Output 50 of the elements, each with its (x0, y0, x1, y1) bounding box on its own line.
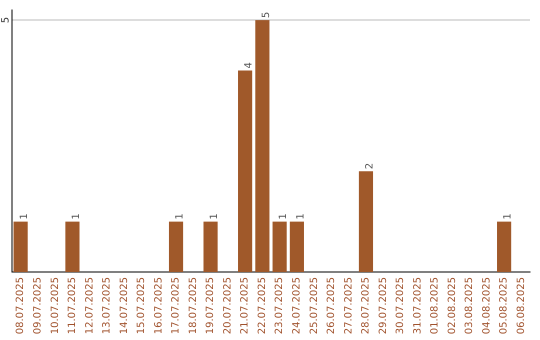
x-tick-label: 14.07.2025 (118, 277, 130, 334)
x-tick-label: 08.07.2025 (15, 277, 26, 334)
bar (290, 222, 304, 272)
x-tick-label: 30.07.2025 (395, 277, 406, 334)
bar (358, 171, 374, 272)
data-label: 1 (71, 213, 82, 220)
bar (497, 222, 512, 272)
data-label: 1 (502, 213, 514, 220)
bar (238, 70, 252, 272)
x-tick-label: 25.07.2025 (308, 277, 320, 334)
x-tick-label: 02.08.2025 (446, 277, 458, 334)
x-tick-label: 26.07.2025 (326, 277, 338, 334)
x-tick-label: 09.07.2025 (32, 277, 44, 334)
x-tick-label: 04.08.2025 (481, 277, 492, 334)
x-tick-label: 16.07.2025 (153, 277, 164, 334)
x-tick-label: 31.07.2025 (412, 277, 424, 334)
x-tick-label: 19.07.2025 (205, 277, 216, 334)
x-tick-label: 21.07.2025 (240, 277, 251, 334)
x-tick-label: 13.07.2025 (102, 277, 113, 334)
x-tick-label: 20.07.2025 (222, 277, 234, 334)
bar (272, 222, 287, 272)
x-tick-label: 28.07.2025 (360, 277, 372, 334)
x-tick-label: 12.07.2025 (84, 277, 96, 334)
x-tick-label: 01.08.2025 (430, 277, 441, 334)
x-tick-label: 06.08.2025 (516, 277, 527, 334)
x-tick-label: 05.08.2025 (498, 277, 510, 334)
data-label: 1 (209, 213, 220, 220)
data-label: 1 (295, 213, 306, 220)
bar (255, 20, 270, 272)
data-label: 4 (244, 62, 255, 68)
x-tick-label: 10.07.2025 (50, 277, 61, 334)
x-tick-label: 03.08.2025 (464, 277, 476, 334)
bar (168, 222, 184, 272)
data-label: 1 (174, 213, 186, 220)
data-label: 1 (278, 213, 290, 220)
bar (203, 222, 218, 272)
bar (14, 222, 28, 272)
data-label: 1 (19, 213, 30, 220)
x-tick-label: 17.07.2025 (170, 277, 182, 334)
x-tick-label: 22.07.2025 (256, 277, 268, 334)
x-tick-label: 11.07.2025 (67, 277, 78, 334)
data-label: 2 (364, 162, 376, 170)
x-tick-label: 15.07.2025 (136, 277, 148, 334)
x-tick-label: 27.07.2025 (343, 277, 354, 334)
x-tick-label: 24.07.2025 (291, 277, 302, 334)
bar (65, 222, 80, 272)
data-label: 5 (260, 12, 272, 18)
x-tick-label: 29.07.2025 (378, 277, 389, 334)
x-tick-label: 18.07.2025 (188, 277, 199, 334)
x-tick-label: 23.07.2025 (274, 277, 286, 334)
